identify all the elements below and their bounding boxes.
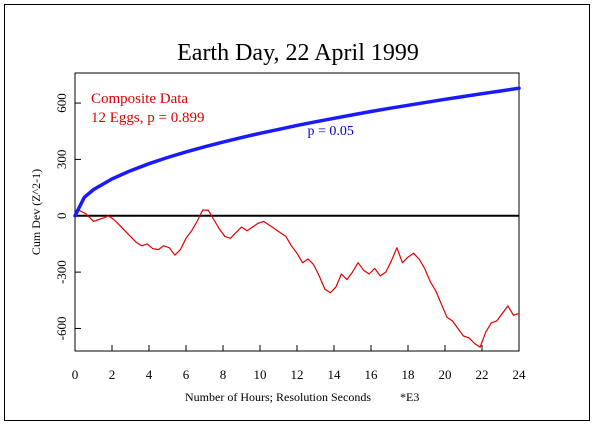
- x-tick-label: 24: [513, 367, 527, 382]
- composite-data-line: [74, 209, 520, 348]
- y-axis-label: Cum Dev (Z^2-1): [29, 169, 43, 255]
- x-tick-label: 22: [476, 367, 489, 382]
- x-tick-label: 0: [72, 367, 79, 382]
- x-axis: 0 2 4 6 8 10 12 14 16 18 20 22 24: [72, 345, 526, 382]
- y-tick-label: -300: [54, 260, 69, 284]
- p-005-line: [73, 86, 521, 218]
- x-tick-label: 8: [220, 367, 227, 382]
- y-tick-label: 0: [54, 213, 69, 220]
- x-tick-label: 2: [109, 367, 116, 382]
- x-tick-label: 6: [183, 367, 190, 382]
- y-tick-label: -600: [54, 317, 69, 341]
- chart-frame: [4, 4, 590, 421]
- y-tick-label: 600: [54, 93, 69, 113]
- x-axis-scale-note: *E3: [400, 390, 419, 404]
- x-tick-label: 4: [146, 367, 153, 382]
- chart-title: Earth Day, 22 April 1999: [177, 40, 419, 66]
- x-axis-label: Number of Hours; Resolution Seconds: [185, 390, 371, 404]
- legend-composite-label: Composite Data: [91, 91, 188, 107]
- x-tick-label: 20: [439, 367, 452, 382]
- y-axis: -600 -300 0 300 600: [54, 93, 81, 340]
- x-tick-label: 14: [328, 367, 342, 382]
- x-tick-label: 12: [291, 367, 304, 382]
- legend-eggs-label: 12 Eggs, p = 0.899: [91, 110, 204, 126]
- x-tick-label: 18: [402, 367, 415, 382]
- x-tick-label: 10: [254, 367, 267, 382]
- x-tick-label: 16: [365, 367, 379, 382]
- p-005-annotation: p = 0.05: [308, 124, 354, 139]
- y-tick-label: 300: [54, 150, 69, 170]
